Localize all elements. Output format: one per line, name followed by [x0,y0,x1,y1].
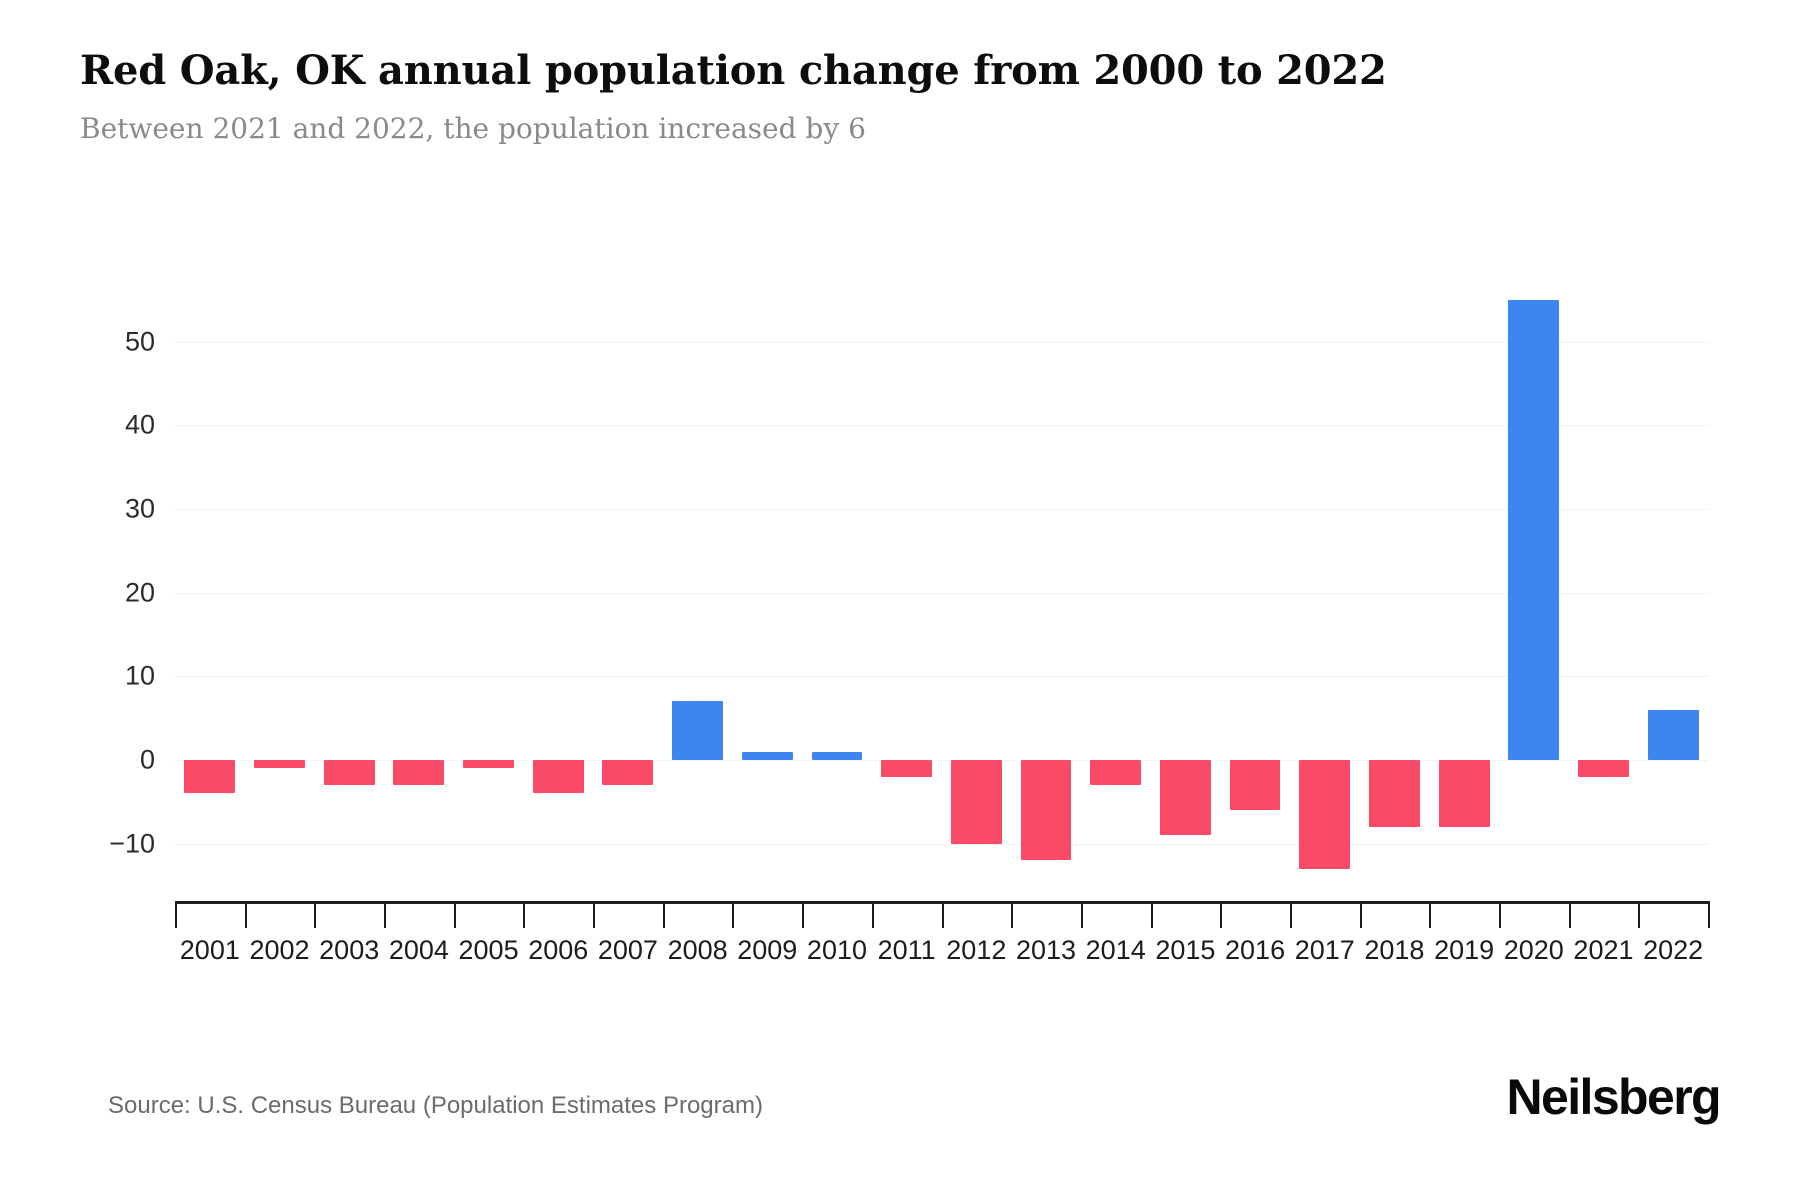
x-axis-tick [244,901,247,928]
source-note: Source: U.S. Census Bureau (Population E… [108,1092,763,1119]
x-axis-tick [1568,901,1571,928]
y-axis-tick-label: 50 [124,326,155,356]
x-axis-tick [1011,901,1014,928]
gridline [175,508,1708,510]
gridline [175,592,1708,594]
bar-2002[interactable] [254,760,305,769]
gridline [175,760,1708,761]
x-axis-tick-label: 2001 [179,935,240,965]
x-axis-tick [1220,901,1223,928]
bar-2009[interactable] [741,751,793,760]
bar-2022[interactable] [1647,709,1699,760]
bar-2021[interactable] [1578,760,1629,777]
y-axis-tick-label: 0 [139,744,155,775]
bar-2004[interactable] [393,760,445,786]
x-axis-tick-label: 2009 [737,935,798,965]
bar-2019[interactable] [1438,760,1490,827]
chart-header: Red Oak, OK annual population change fro… [80,48,1580,146]
page-title: Red Oak, OK annual population change fro… [80,47,1387,94]
x-axis-tick [732,901,735,928]
bar-2012[interactable] [950,760,1002,844]
x-axis-tick-label: 2013 [1015,935,1077,965]
x-axis-tick-label: 2021 [1573,935,1634,965]
bar-2016[interactable] [1229,760,1281,811]
bar-2005[interactable] [463,760,514,769]
bar-2001[interactable] [184,760,236,794]
y-axis-tick-label: 20 [124,577,155,608]
x-axis-tick [175,901,177,928]
x-axis-tick [1638,901,1641,928]
gridline [175,341,1708,343]
x-axis-tick-label: 2019 [1434,935,1495,965]
bar-2015[interactable] [1159,760,1211,836]
bar-2007[interactable] [602,760,654,786]
x-axis-tick [1289,901,1292,928]
chart-subtitle: Between 2021 and 2022, the population in… [80,112,866,145]
bar-2006[interactable] [532,760,584,794]
x-axis-tick-label: 2005 [458,935,519,965]
x-axis-tick [1080,901,1083,928]
bar-2013[interactable] [1020,760,1072,861]
x-axis-tick [1150,901,1153,928]
bar-2010[interactable] [811,751,863,760]
x-axis-tick [1498,901,1501,928]
bar-2008[interactable] [672,701,724,760]
gridline [175,843,1708,845]
x-axis-tick [871,901,874,928]
x-axis-tick-label: 2016 [1225,935,1286,965]
x-axis-tick [941,901,944,928]
gridline [175,676,1708,678]
x-axis-tick-label: 2020 [1503,935,1564,965]
x-axis-tick [453,901,456,928]
x-axis-tick-label: 2014 [1085,935,1146,965]
gridline [175,425,1708,427]
bar-2018[interactable] [1368,760,1420,827]
bar-2020[interactable] [1508,299,1560,760]
x-axis-tick [1359,901,1362,928]
x-axis-tick [593,901,596,928]
y-axis-tick-label: 40 [124,409,155,440]
bar-2014[interactable] [1090,760,1142,786]
x-axis-tick [384,901,387,928]
x-axis-tick [662,901,665,928]
x-axis-tick-label: 2010 [806,935,868,965]
x-axis-tick [314,901,317,928]
x-axis-tick-label: 2004 [388,935,449,965]
bar-2003[interactable] [323,760,375,786]
x-axis-tick-label: 2008 [667,935,728,965]
x-axis-tick [523,901,526,928]
y-axis-tick-label: −10 [109,828,155,859]
x-axis-tick-label: 2012 [946,935,1007,965]
x-axis-tick-label: 2022 [1643,935,1704,965]
x-axis-tick [1429,901,1432,928]
x-axis-tick-label: 2015 [1155,935,1216,965]
y-axis-tick-label: 10 [124,660,155,691]
x-axis-tick [1708,901,1710,928]
x-axis-tick-label: 2003 [319,935,380,965]
brand-logo: Neilsberg [1506,1069,1722,1125]
bar-2017[interactable] [1299,760,1351,869]
x-axis-tick-label: 2007 [597,935,658,965]
x-axis-tick-label: 2018 [1364,935,1425,965]
x-axis-tick-label: 2002 [249,935,310,965]
x-axis-tick-label: 2006 [528,935,589,965]
bar-2011[interactable] [881,760,933,777]
x-axis-tick [802,901,805,928]
x-axis-tick-label: 2011 [877,935,936,965]
y-axis-tick-label: 30 [124,493,155,524]
x-axis-tick-label: 2017 [1294,935,1355,965]
